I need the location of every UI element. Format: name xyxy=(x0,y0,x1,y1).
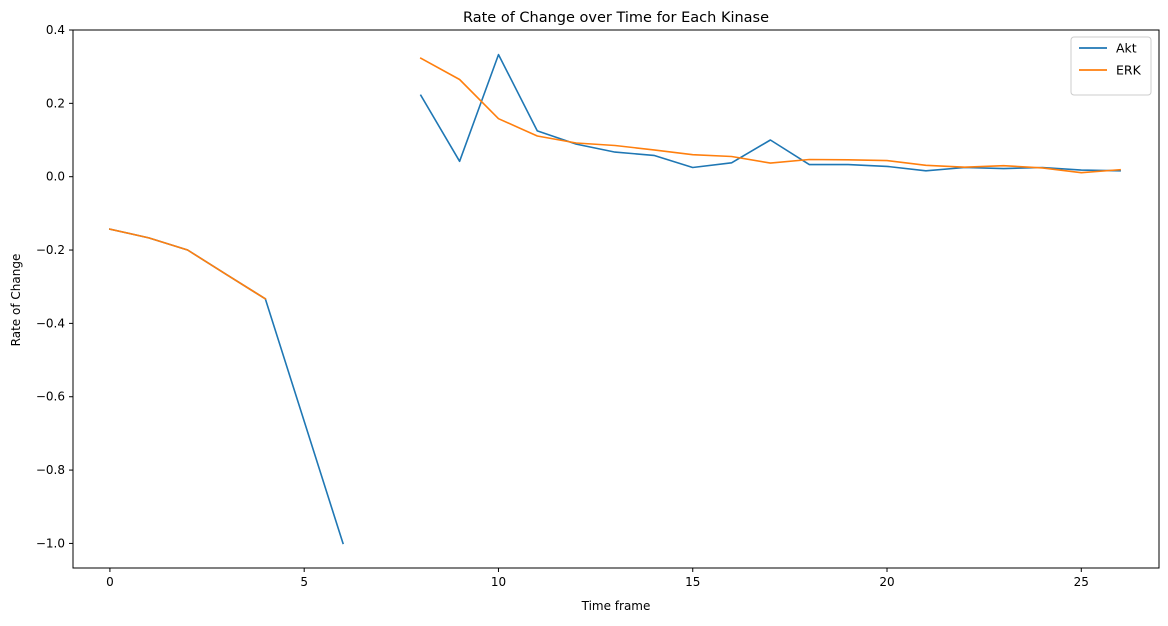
y-tick-label: −0.4 xyxy=(36,316,65,330)
y-tick-label: 0.2 xyxy=(46,96,65,110)
y-tick-label: 0.4 xyxy=(46,23,65,37)
series-line xyxy=(108,228,345,545)
chart-title: Rate of Change over Time for Each Kinase xyxy=(463,10,769,26)
x-tick-label: 10 xyxy=(491,575,506,589)
legend-box xyxy=(1070,36,1152,96)
y-tick-label: −0.6 xyxy=(36,390,65,404)
series-line xyxy=(419,53,1121,172)
x-axis-label: Time frame xyxy=(581,599,651,613)
series-akt xyxy=(108,53,1121,545)
plot-frame xyxy=(72,29,1160,569)
y-tick-label: −0.8 xyxy=(36,463,65,477)
legend: Akt ERK xyxy=(1070,36,1152,96)
y-axis: 0.4 0.2 0.0 −0.2 −0.4 −0.6 −0.8 −1.0 xyxy=(36,23,73,550)
x-axis: 0 5 10 15 20 25 xyxy=(106,568,1089,589)
series-line xyxy=(419,57,1121,174)
x-tick-label: 15 xyxy=(685,575,700,589)
x-tick-label: 20 xyxy=(879,575,894,589)
x-tick-label: 5 xyxy=(300,575,308,589)
plot-area xyxy=(108,53,1121,545)
y-axis-label: Rate of Change xyxy=(9,254,23,347)
y-tick-label: −1.0 xyxy=(36,536,65,550)
legend-label: Akt xyxy=(1116,41,1137,56)
y-tick-label: −0.2 xyxy=(36,243,65,257)
legend-label: ERK xyxy=(1116,63,1142,78)
series-erk xyxy=(108,57,1121,300)
x-tick-label: 0 xyxy=(106,575,114,589)
x-tick-label: 25 xyxy=(1074,575,1089,589)
series-line xyxy=(108,228,267,300)
y-tick-label: 0.0 xyxy=(46,170,65,184)
